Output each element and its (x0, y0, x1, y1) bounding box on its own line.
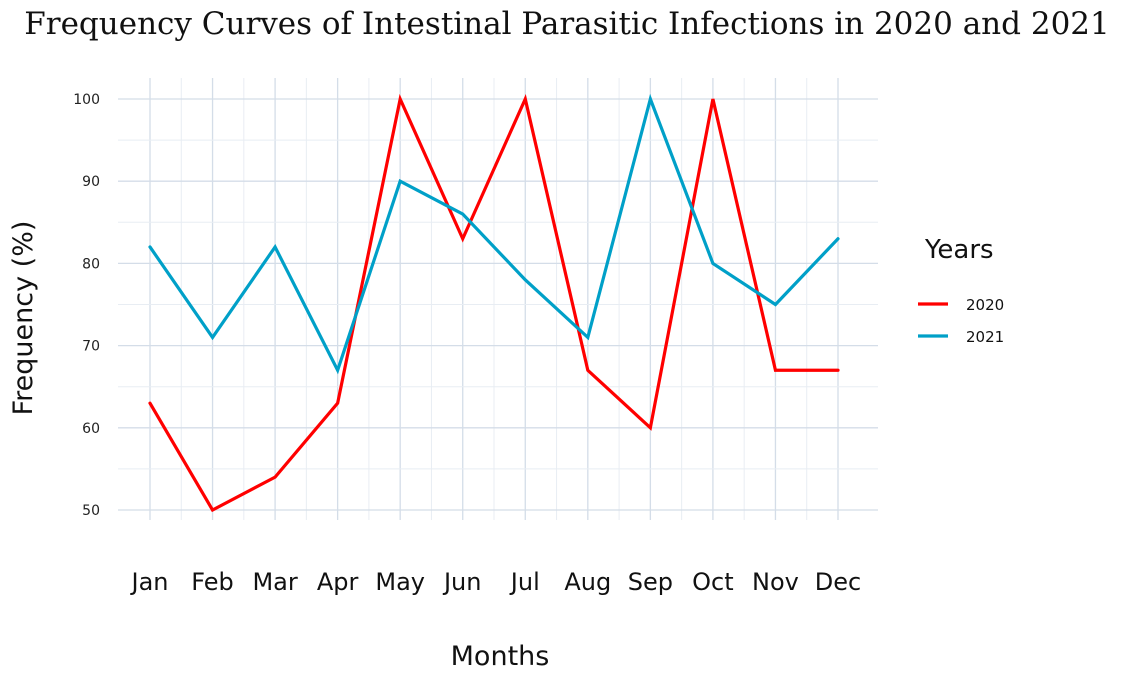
legend: Years 2020 2021 (918, 235, 1004, 346)
x-tick-label: Jun (442, 568, 482, 596)
series-line-2021 (148, 93, 840, 375)
y-tick-label: 90 (82, 174, 100, 190)
y-tick-label: 100 (73, 92, 100, 108)
x-tick-label: Jul (509, 568, 540, 596)
y-tick-label: 70 (82, 339, 100, 355)
grid-lines (118, 78, 878, 520)
y-tick-label: 50 (82, 503, 100, 519)
series-lines (148, 93, 840, 513)
x-tick-label: Nov (752, 568, 799, 596)
legend-title: Years (924, 235, 994, 265)
y-tick-label: 60 (82, 421, 100, 437)
x-tick-label: May (375, 568, 425, 596)
x-tick-label: Apr (317, 568, 359, 596)
x-axis-title: Months (451, 641, 550, 672)
x-tick-label: Jan (130, 568, 169, 596)
x-tick-label: Dec (815, 568, 861, 596)
y-tick-label: 80 (82, 256, 100, 272)
legend-label-2021: 2021 (966, 328, 1004, 346)
x-tick-labels: Jan Feb Mar Apr May Jun Jul Aug Sep Oct Nov Dec (130, 568, 862, 596)
x-tick-label: Sep (628, 568, 673, 596)
x-tick-label: Mar (252, 568, 297, 596)
x-tick-label: Oct (692, 568, 734, 596)
y-axis-title: Frequency (%) (8, 221, 39, 416)
x-tick-label: Feb (191, 568, 234, 596)
series-line-2020 (148, 93, 840, 513)
x-tick-label: Aug (564, 568, 611, 596)
chart-title: Frequency Curves of Intestinal Parasitic… (24, 6, 1110, 42)
legend-label-2020: 2020 (966, 296, 1004, 314)
y-tick-labels: 50 60 70 80 90 100 (73, 92, 100, 519)
